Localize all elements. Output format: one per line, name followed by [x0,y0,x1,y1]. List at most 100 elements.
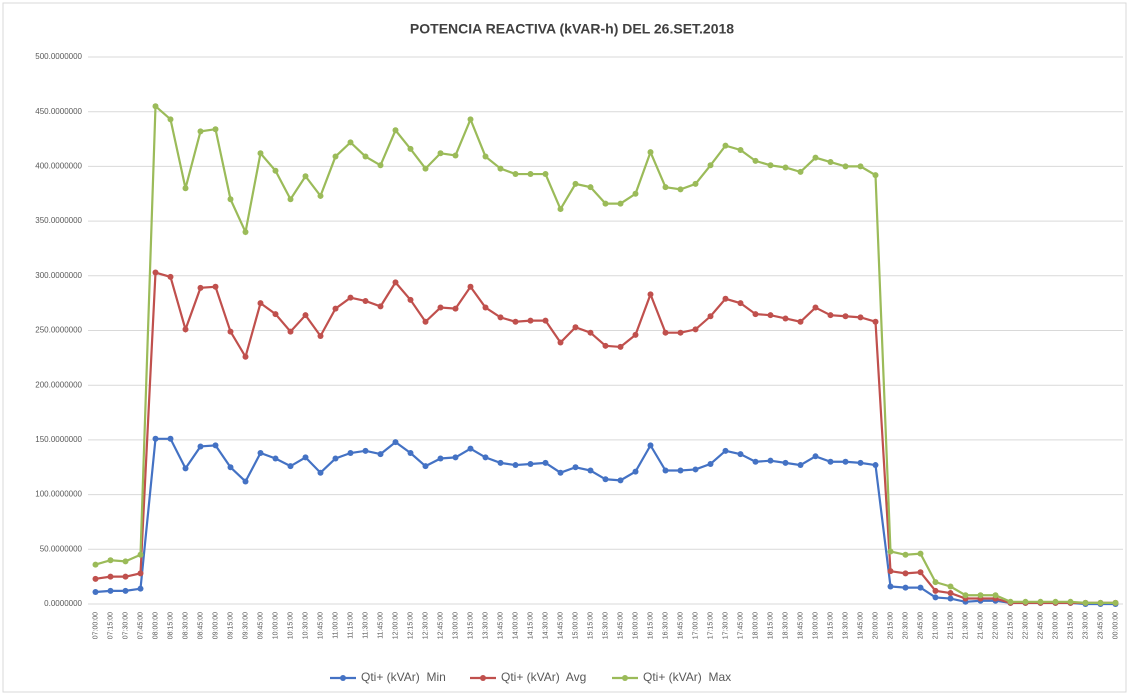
x-tick-label: 19:00:00 [812,612,819,639]
data-point [872,318,879,325]
data-point [392,439,399,446]
data-point [377,451,384,458]
x-tick-label: 08:15:00 [167,612,174,639]
data-point [602,476,609,483]
y-tick-label: 0.0000000 [44,599,82,608]
x-tick-label: 17:00:00 [692,612,699,639]
legend-marker [480,675,486,681]
data-point [137,570,144,577]
x-tick-label: 07:30:00 [122,612,129,639]
data-point [677,329,684,336]
data-point [857,459,864,466]
data-point [212,442,219,449]
data-point [617,343,624,350]
data-point [827,312,834,319]
data-point [887,583,894,590]
x-tick-label: 19:30:00 [842,612,849,639]
data-point [737,146,744,153]
data-point [512,462,519,469]
y-tick-label: 350.0000000 [35,216,82,225]
x-tick-label: 17:45:00 [737,612,744,639]
data-point [437,455,444,462]
data-point [317,469,324,476]
data-point [617,477,624,484]
data-point [1082,599,1089,606]
data-point [377,303,384,310]
x-tick-label: 08:30:00 [182,612,189,639]
data-point [287,463,294,470]
x-tick-label: 16:45:00 [677,612,684,639]
data-point [317,332,324,339]
legend-label: Qti+ (kVAr) Max [643,670,731,684]
data-point [362,153,369,160]
data-point [452,152,459,159]
data-point [317,192,324,199]
data-point [377,162,384,169]
data-point [122,558,129,565]
x-tick-label: 17:15:00 [707,612,714,639]
data-point [752,157,759,164]
data-point [347,294,354,301]
data-point [842,163,849,170]
x-tick-label: 20:30:00 [902,612,909,639]
x-tick-label: 20:00:00 [872,612,879,639]
data-point [152,435,159,442]
data-point [782,164,789,171]
data-point [872,172,879,179]
y-tick-label: 100.0000000 [35,490,82,499]
x-tick-label: 13:30:00 [482,612,489,639]
legend-label: Qti+ (kVAr) Avg [501,670,586,684]
x-tick-label: 18:45:00 [797,612,804,639]
data-point [932,587,939,594]
data-point [857,314,864,321]
data-point [572,180,579,187]
data-point [242,353,249,360]
data-point [137,551,144,558]
data-point [587,329,594,336]
data-point [572,324,579,331]
data-point [797,462,804,469]
x-tick-label: 23:30:00 [1082,612,1089,639]
x-tick-label: 09:45:00 [257,612,264,639]
data-point [242,229,249,236]
data-point [587,467,594,474]
data-point [152,269,159,276]
x-tick-label: 17:30:00 [722,612,729,639]
data-point [242,478,249,485]
x-tick-label: 12:15:00 [407,612,414,639]
data-point [767,162,774,169]
x-tick-label: 21:30:00 [962,612,969,639]
data-point [182,465,189,472]
data-point [722,447,729,454]
y-tick-label: 300.0000000 [35,271,82,280]
x-tick-label: 19:15:00 [827,612,834,639]
data-point [407,450,414,457]
data-point [602,200,609,207]
x-tick-label: 08:00:00 [152,612,159,639]
data-point [542,459,549,466]
data-point [272,167,279,174]
data-point [572,464,579,471]
data-point [527,317,534,324]
data-point [932,579,939,586]
x-tick-label: 00:00:00 [1112,612,1119,639]
data-point [347,139,354,146]
data-point [107,587,114,594]
data-point [362,447,369,454]
data-point [632,331,639,338]
data-point [947,595,954,602]
data-point [677,467,684,474]
data-point [212,126,219,133]
data-point [272,311,279,318]
x-tick-label: 21:45:00 [977,612,984,639]
x-tick-label: 11:45:00 [377,612,384,639]
x-tick-label: 09:15:00 [227,612,234,639]
x-tick-label: 12:00:00 [392,612,399,639]
x-tick-label: 11:15:00 [347,612,354,639]
x-tick-label: 13:15:00 [467,612,474,639]
data-point [647,149,654,156]
x-tick-label: 13:45:00 [497,612,504,639]
data-point [197,284,204,291]
data-point [1007,598,1014,605]
